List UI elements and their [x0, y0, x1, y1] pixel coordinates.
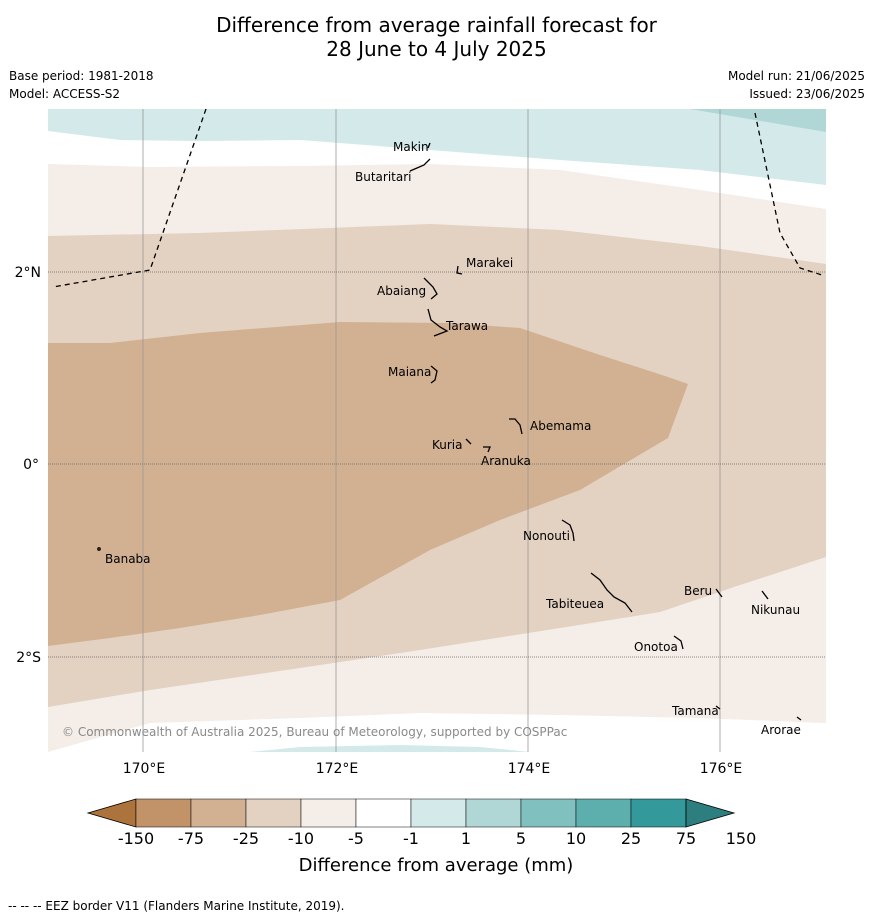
lat-label-2n: 2°N	[15, 265, 41, 281]
island-abemama	[509, 418, 523, 435]
map-title-line2: 28 June to 4 July 2025	[326, 37, 547, 61]
lat-label-0: 0°	[23, 457, 39, 473]
colorbar-tick-label: 75	[676, 829, 696, 848]
colorbar-tick-label: -25	[233, 829, 259, 848]
lat-label-2s: 2°S	[16, 650, 41, 666]
label-nonouti: Nonouti	[523, 529, 570, 543]
label-abemama: Abemama	[530, 419, 591, 433]
colorbar-tick-label: 5	[516, 829, 526, 848]
colorbar-cell	[630, 798, 687, 828]
map-title-line1: Difference from average rainfall forecas…	[216, 13, 657, 37]
island-outlines	[97, 142, 802, 721]
colorbar-tick-label: -10	[288, 829, 314, 848]
map-gridlines	[142, 109, 721, 752]
island-maiana	[430, 365, 438, 384]
colorbar-cell	[245, 798, 302, 828]
label-arorae: Arorae	[761, 723, 801, 737]
island-nikunau	[761, 590, 769, 600]
colorbar-tick-label: 150	[726, 829, 757, 848]
colorbar-tick-label: -1	[403, 829, 419, 848]
label-marakei: Marakei	[466, 256, 513, 270]
colorbar-cell	[190, 798, 247, 828]
colorbar-tick-label: 1	[461, 829, 471, 848]
island-marakei	[456, 265, 463, 275]
eez-border	[52, 108, 823, 288]
label-tamana: Tamana	[671, 704, 719, 718]
colorbar-tick-label: 25	[621, 829, 641, 848]
label-nikunau: Nikunau	[751, 603, 800, 617]
lon-label-176e: 176°E	[700, 761, 743, 777]
eez-legend-note: -- -- -- EEZ border V11 (Flanders Marine…	[8, 899, 345, 913]
lon-label-170e: 170°E	[123, 761, 166, 777]
place-labels: Makin Butaritari Marakei Abaiang Tarawa …	[105, 140, 801, 737]
island-kuria	[465, 438, 472, 445]
island-makin	[427, 142, 431, 149]
island-banaba	[97, 547, 101, 551]
colorbar-extend-low	[86, 798, 137, 828]
island-abaiang	[423, 277, 438, 300]
copyright-text: © Commonwealth of Australia 2025, Bureau…	[62, 725, 567, 739]
latitude-labels: 2°N 0° 2°S	[15, 265, 42, 666]
colorbar-tick-label: -150	[118, 829, 154, 848]
island-beru	[715, 588, 723, 598]
label-onotoa: Onotoa	[634, 640, 678, 654]
lon-label-174e: 174°E	[508, 761, 551, 777]
label-aranuka: Aranuka	[481, 454, 531, 468]
colorbar-cell	[135, 798, 192, 828]
island-tamana	[715, 705, 721, 710]
label-tarawa: Tarawa	[445, 319, 488, 333]
label-beru: Beru	[684, 584, 712, 598]
colorbar-cell	[300, 798, 357, 828]
lon-label-172e: 172°E	[316, 761, 359, 777]
model-text: Model: ACCESS-S2	[9, 87, 121, 101]
map-parallels	[48, 271, 826, 658]
colorbar-tick-label: -75	[178, 829, 204, 848]
issued-text: Issued: 23/06/2025	[749, 87, 865, 101]
colorbar-tick-label: -5	[348, 829, 364, 848]
longitude-labels: 170°E 172°E 174°E 176°E	[123, 761, 743, 777]
colorbar-cell	[575, 798, 632, 828]
island-nonouti	[561, 519, 575, 542]
colorbar-cell	[355, 798, 412, 828]
island-aranuka	[483, 446, 491, 453]
colorbar-cell	[410, 798, 467, 828]
label-makin: Makin	[393, 140, 429, 154]
label-abaiang: Abaiang	[377, 284, 426, 298]
base-period-text: Base period: 1981-2018	[9, 69, 154, 83]
band-1-to-5-bottom	[250, 745, 530, 752]
colorbar-extend-high	[685, 798, 736, 828]
colorbar: -150 -75 -25 -10 -5 -1 1 5 10 25 75 150 Difference …	[86, 798, 757, 876]
band-1-to-5-top	[48, 109, 826, 185]
label-tabiteuea: Tabiteuea	[545, 597, 604, 611]
colorbar-tick-label: 10	[566, 829, 586, 848]
eez-border-west	[52, 108, 207, 288]
model-run-text: Model run: 21/06/2025	[727, 69, 865, 83]
label-kuria: Kuria	[432, 438, 463, 452]
band-5-to-10-top	[690, 109, 826, 132]
label-maiana: Maiana	[388, 365, 431, 379]
colorbar-cell	[520, 798, 577, 828]
label-butaritari: Butaritari	[355, 170, 412, 184]
eez-border-east	[754, 112, 823, 276]
island-tarawa	[427, 308, 449, 337]
map-plot-area	[48, 109, 826, 752]
island-onotoa	[673, 635, 684, 650]
island-tabiteuea	[590, 572, 633, 613]
colorbar-label: Difference from average (mm)	[299, 855, 574, 876]
colorbar-cell	[465, 798, 522, 828]
island-butaritari	[409, 158, 431, 172]
island-arorae	[796, 716, 802, 721]
label-banaba: Banaba	[105, 552, 151, 566]
